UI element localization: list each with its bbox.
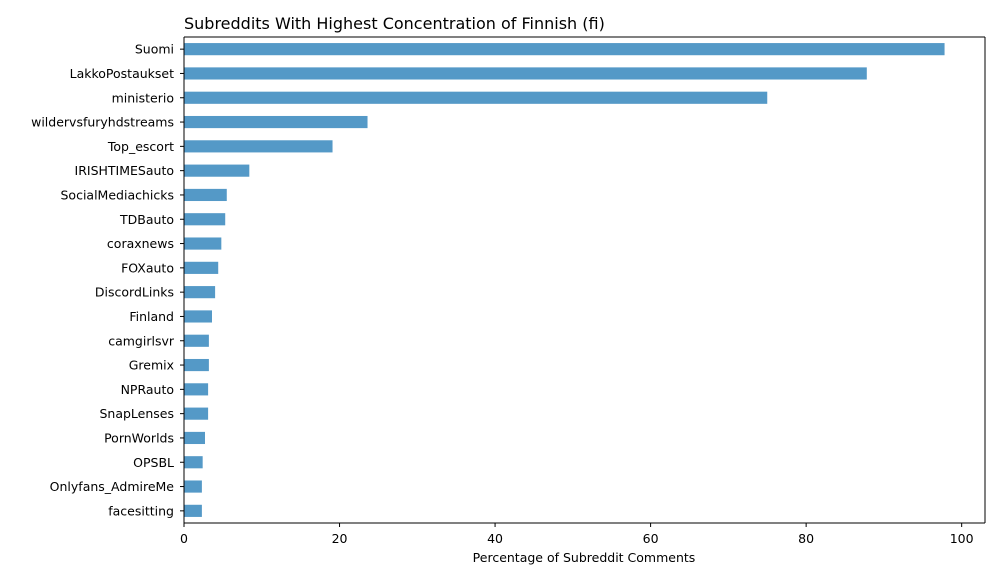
- bar-foxauto: [184, 261, 219, 274]
- category-label-socialmediachicks: SocialMediachicks: [61, 187, 175, 202]
- x-tick-label: 20: [332, 531, 348, 546]
- category-label-snaplenses: SnapLenses: [99, 406, 174, 421]
- x-tick-label: 40: [487, 531, 503, 546]
- bar-camgirlsvr: [184, 334, 209, 347]
- category-labels: Suomi LakkoPostaukset ministerio wildervsfu…: [31, 42, 184, 518]
- bar-discordlinks: [184, 286, 216, 299]
- category-label-wildervsfuryhdstreams: wildervsfuryhdstreams: [31, 115, 174, 130]
- x-axis-label: Percentage of Subreddit Comments: [473, 550, 696, 565]
- category-label-tdbauto: TDBauto: [119, 212, 174, 227]
- category-label-finland: Finland: [129, 309, 174, 324]
- bar-tdbauto: [184, 213, 226, 226]
- category-label-coraxnews: coraxnews: [107, 236, 174, 251]
- bar-coraxnews: [184, 237, 222, 250]
- x-tick-label: 100: [950, 531, 974, 546]
- category-label-lakkopostaukset: LakkoPostaukset: [70, 66, 174, 81]
- x-tick-label: 0: [180, 531, 188, 546]
- category-label-ministerio: ministerio: [112, 90, 174, 105]
- category-label-camgirlsvr: camgirlsvr: [108, 333, 175, 348]
- category-label-opsbl: OPSBL: [133, 455, 174, 470]
- bar-suomi: [184, 43, 945, 56]
- bar-socialmediachicks: [184, 188, 227, 202]
- category-label-nprauto: NPRauto: [121, 382, 174, 397]
- x-tick-label: 80: [798, 531, 814, 546]
- bar-nprauto: [184, 383, 209, 396]
- bar-top-escort: [184, 140, 333, 153]
- x-tick-label: 60: [643, 531, 659, 546]
- bar-lakkopostaukset: [184, 67, 867, 80]
- category-label-gremix: Gremix: [129, 358, 174, 373]
- axes-frame: [183, 36, 986, 524]
- chart-title: Subreddits With Highest Concentration of…: [184, 14, 605, 33]
- bar-gremix: [184, 358, 209, 372]
- bar-wildervsfuryhdstreams: [184, 115, 368, 129]
- bar-snaplenses: [184, 407, 209, 420]
- bar-irishtimesauto: [184, 164, 250, 177]
- category-label-discordlinks: DiscordLinks: [95, 285, 174, 300]
- bars-group: [184, 43, 945, 517]
- category-label-pornworlds: PornWorlds: [104, 430, 174, 445]
- bar-facesitting: [184, 504, 202, 517]
- category-label-onlyfans-admireme: Onlyfans_AdmireMe: [50, 479, 175, 494]
- category-label-foxauto: FOXauto: [121, 260, 174, 275]
- bar-finland: [184, 310, 212, 323]
- bar-opsbl: [184, 456, 203, 469]
- category-label-facesitting: facesitting: [108, 503, 174, 518]
- bar-onlyfans-admireme: [184, 480, 202, 493]
- category-label-top-escort: Top_escort: [107, 139, 174, 154]
- x-axis-ticks: 0 20 40 60 80 100: [180, 523, 974, 546]
- category-label-irishtimesauto: IRISHTIMESauto: [75, 163, 174, 178]
- bar-ministerio: [184, 91, 768, 104]
- category-label-suomi: Suomi: [135, 42, 174, 57]
- bar-pornworlds: [184, 431, 205, 445]
